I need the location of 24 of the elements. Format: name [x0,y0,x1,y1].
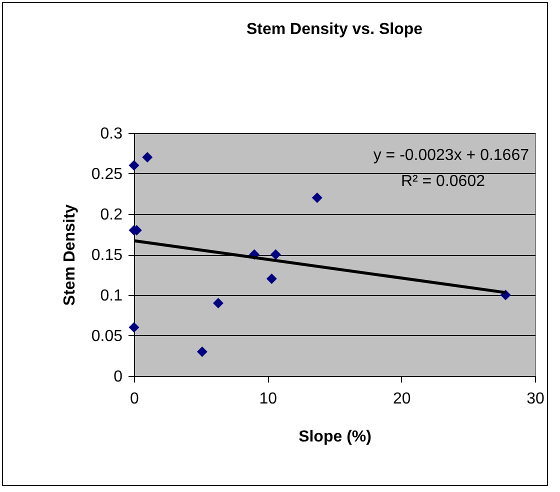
point [270,249,281,260]
y-tick-label: 0.15 [91,247,123,264]
x-tick-label: 0 [130,390,140,408]
x-axis-title: Slope (%) [298,428,372,446]
point [312,192,322,204]
y-tick-label: 0 [114,368,123,386]
chart-title: Stem Density vs. Slope [246,21,423,38]
point [128,160,140,171]
y-tick-label: 0.1 [100,288,123,304]
y-axis-title: Stem Density [61,204,78,306]
y-tick-label: 0.2 [100,206,123,224]
x-tick-label: 30 [526,390,544,408]
y-tick-label: 0.05 [91,328,123,345]
y-tick-label: 0.25 [91,166,123,183]
point [212,298,224,308]
point [196,346,208,357]
y-tick-label: 0.3 [100,126,123,142]
x-tick-label: 20 [392,390,411,408]
annotation: R² = 0.0602 [400,173,486,190]
point [128,322,140,333]
point [266,274,277,284]
point [142,152,153,163]
x-tick-label: 10 [259,390,278,408]
annotation: y = -0.0023x + 0.1667 [373,147,530,164]
